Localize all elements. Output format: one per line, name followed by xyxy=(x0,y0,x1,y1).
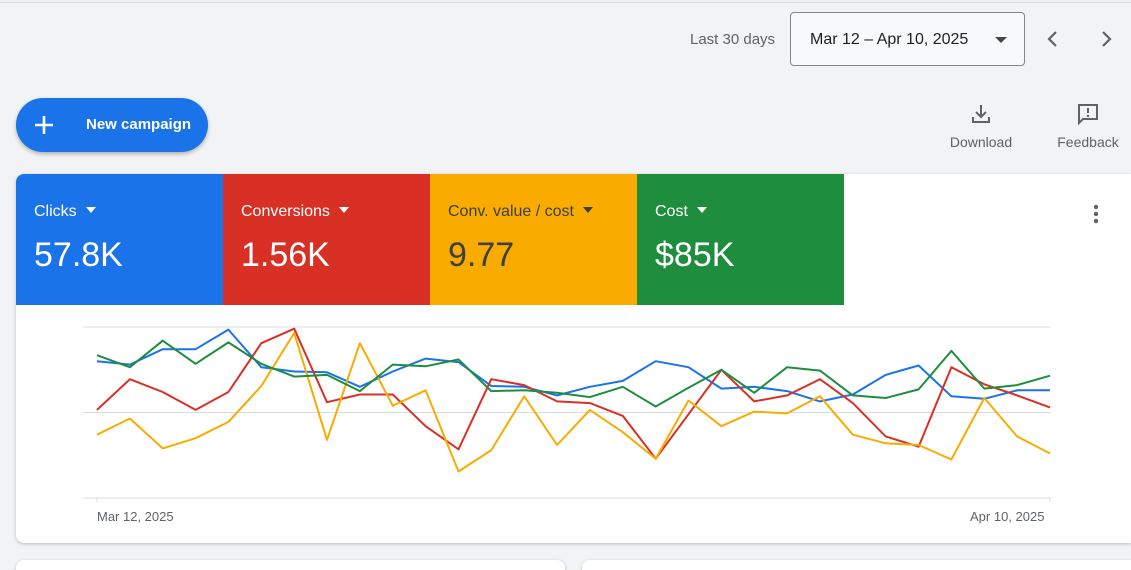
caret-down-icon xyxy=(582,207,593,213)
metric-tile-conversions[interactable]: Conversions 1.56K xyxy=(223,174,430,305)
metric-tile-clicks[interactable]: Clicks 57.8K xyxy=(16,174,223,305)
series-line-conversions xyxy=(96,327,1051,460)
date-range-value: Mar 12 – Apr 10, 2025 xyxy=(810,31,969,48)
performance-card: Clicks 57.8K Conversions 1.56K Conv. val… xyxy=(16,174,1131,543)
more-vert-icon[interactable] xyxy=(1086,202,1106,226)
metric-name: Conversions xyxy=(241,203,330,220)
feedback-button[interactable]: Feedback xyxy=(1048,100,1128,152)
metric-tile-conv-value-cost[interactable]: Conv. value / cost 9.77 xyxy=(430,174,637,305)
feedback-icon xyxy=(1048,102,1128,126)
download-label: Download xyxy=(949,134,1013,150)
metric-tile-cost[interactable]: Cost $85K xyxy=(637,174,844,305)
plus-icon xyxy=(33,114,55,136)
chevron-left-icon[interactable] xyxy=(1040,26,1066,52)
metric-value: 1.56K xyxy=(241,236,330,274)
metric-value: $85K xyxy=(655,236,735,274)
download-icon xyxy=(941,102,1021,126)
series-line-clicks xyxy=(96,328,1050,403)
caret-down-icon xyxy=(696,207,707,213)
caret-down-icon xyxy=(995,37,1007,43)
lower-card-left xyxy=(16,560,565,570)
top-divider xyxy=(0,2,1131,3)
metric-name: Cost xyxy=(655,203,688,220)
new-campaign-button[interactable]: New campaign xyxy=(16,98,208,152)
download-button[interactable]: Download xyxy=(941,100,1021,152)
chevron-right-icon[interactable] xyxy=(1093,26,1119,52)
new-campaign-label: New campaign xyxy=(86,116,192,133)
x-axis-end-label: Apr 10, 2025 xyxy=(970,509,1045,524)
feedback-label: Feedback xyxy=(1057,134,1119,150)
lower-card-right xyxy=(582,560,1131,570)
metric-name: Conv. value / cost xyxy=(448,203,574,220)
caret-down-icon xyxy=(338,207,349,213)
caret-down-icon xyxy=(85,207,96,213)
performance-line-chart xyxy=(83,326,1051,502)
metric-value: 57.8K xyxy=(34,236,123,274)
date-range-picker[interactable]: Mar 12 – Apr 10, 2025 xyxy=(790,12,1025,66)
date-range-label: Last 30 days xyxy=(690,31,776,48)
metric-name: Clicks xyxy=(34,203,77,220)
metric-value: 9.77 xyxy=(448,236,515,274)
series-line-cost xyxy=(96,339,1051,408)
x-axis-start-label: Mar 12, 2025 xyxy=(97,509,174,524)
series-line-conv-value-cost xyxy=(96,332,1051,473)
